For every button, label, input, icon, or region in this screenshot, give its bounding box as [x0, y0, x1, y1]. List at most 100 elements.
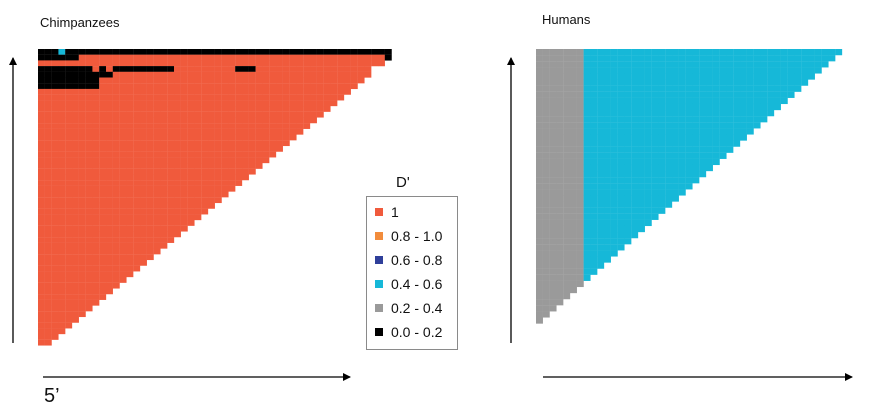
heatmap-cell: [126, 214, 134, 221]
heatmap-cell: [174, 54, 181, 61]
heatmap-cell: [106, 134, 113, 141]
heatmap-cell: [563, 207, 571, 214]
heatmap-cell: [644, 85, 652, 92]
heatmap-cell: [549, 268, 557, 275]
heatmap-cell: [85, 197, 93, 204]
heatmap-cell: [556, 152, 564, 159]
heatmap-cell: [78, 271, 86, 278]
heatmap-cell: [174, 117, 181, 124]
heatmap-cell: [576, 280, 584, 288]
heatmap-cell: [58, 294, 66, 300]
heatmap-cell: [201, 185, 209, 192]
heatmap-cell: [140, 49, 147, 55]
heatmap-cell: [590, 134, 598, 141]
heatmap-cell: [740, 122, 747, 129]
heatmap-cell: [638, 158, 645, 166]
heatmap-cell: [187, 168, 195, 175]
heatmap-cell: [72, 71, 79, 78]
heatmap-cell: [92, 123, 100, 129]
heatmap-cell: [99, 151, 107, 158]
heatmap-cell: [44, 111, 52, 118]
heatmap-cell: [651, 61, 659, 68]
heatmap-cell: [106, 111, 113, 118]
heatmap-cell: [597, 73, 605, 80]
heatmap-cell: [106, 151, 113, 158]
heatmap-cell: [549, 286, 557, 294]
heatmap-cell: [556, 244, 564, 251]
heatmap-cell: [549, 85, 557, 92]
heatmap-cell: [644, 116, 652, 123]
heatmap-cell: [706, 55, 713, 62]
heatmap-cell: [44, 185, 52, 192]
heatmap-cell: [733, 128, 741, 135]
heatmap-cell: [303, 117, 311, 124]
heatmap-cell: [180, 145, 188, 152]
heatmap-cell: [65, 197, 73, 204]
heatmap-cell: [72, 237, 79, 243]
heatmap-cell: [787, 61, 795, 68]
heatmap-cell: [106, 60, 113, 67]
heatmap-cell: [542, 256, 550, 263]
heatmap-cell: [174, 128, 181, 135]
heatmap-cell: [269, 60, 277, 67]
heatmap-cell: [597, 232, 605, 239]
heatmap-cell: [160, 197, 168, 204]
heatmap-cell: [780, 73, 788, 80]
heatmap-cell: [604, 91, 611, 98]
heatmap-cell: [726, 67, 734, 74]
heatmap-cell: [576, 103, 584, 111]
heatmap-cell: [706, 73, 713, 80]
heatmap-cell: [556, 85, 564, 92]
heatmap-cell: [167, 231, 175, 238]
heatmap-cell: [38, 49, 45, 55]
heatmap-cell: [153, 225, 161, 232]
heatmap-cell: [678, 79, 686, 86]
heatmap-cell: [692, 103, 700, 111]
heatmap-cell: [99, 100, 107, 107]
heatmap-cell: [201, 60, 209, 67]
heatmap-cell: [112, 214, 120, 221]
heatmap-cell: [208, 202, 215, 209]
heatmap-cell: [549, 244, 557, 251]
heatmap-cell: [651, 171, 659, 178]
heatmap-cell: [556, 128, 564, 135]
heatmap-cell: [549, 225, 557, 233]
heatmap-cell: [85, 128, 93, 135]
heatmap-cell: [583, 183, 591, 190]
heatmap-cell: [617, 116, 625, 123]
heatmap-cell: [590, 171, 598, 178]
heatmap-cell: [140, 208, 147, 215]
heatmap-cell: [99, 208, 107, 215]
heatmap-cell: [106, 71, 113, 78]
heatmap-cell: [658, 110, 666, 117]
heatmap-cell: [160, 128, 168, 135]
heatmap-cell: [133, 259, 141, 266]
heatmap-cell: [85, 134, 93, 141]
heatmap-cell: [638, 195, 645, 202]
heatmap-cell: [126, 128, 134, 135]
heatmap-cell: [549, 140, 557, 147]
heatmap-cell: [85, 305, 93, 312]
heatmap-cell: [719, 122, 727, 129]
heatmap-cell: [760, 55, 768, 62]
heatmap-cell: [221, 49, 229, 55]
heatmap-cell: [644, 61, 652, 68]
heatmap-cell: [604, 103, 611, 111]
heatmap-cell: [92, 288, 100, 295]
heatmap-cell: [269, 140, 277, 147]
heatmap-cell: [542, 116, 550, 123]
heatmap-cell: [146, 140, 154, 147]
heatmap-cell: [583, 122, 591, 129]
heatmap-cell: [119, 163, 127, 169]
heatmap-cell: [556, 286, 564, 294]
heatmap-cell: [72, 94, 79, 101]
heatmap-cell: [712, 49, 720, 56]
heatmap-cell: [92, 185, 100, 192]
heatmap-cell: [78, 311, 86, 318]
heatmap-cell: [570, 91, 577, 98]
heatmap-cell: [221, 83, 229, 90]
heatmap-cell: [631, 122, 639, 129]
heatmap-cell: [536, 280, 543, 288]
heatmap-cell: [536, 73, 543, 80]
heatmap-cell: [242, 111, 249, 118]
